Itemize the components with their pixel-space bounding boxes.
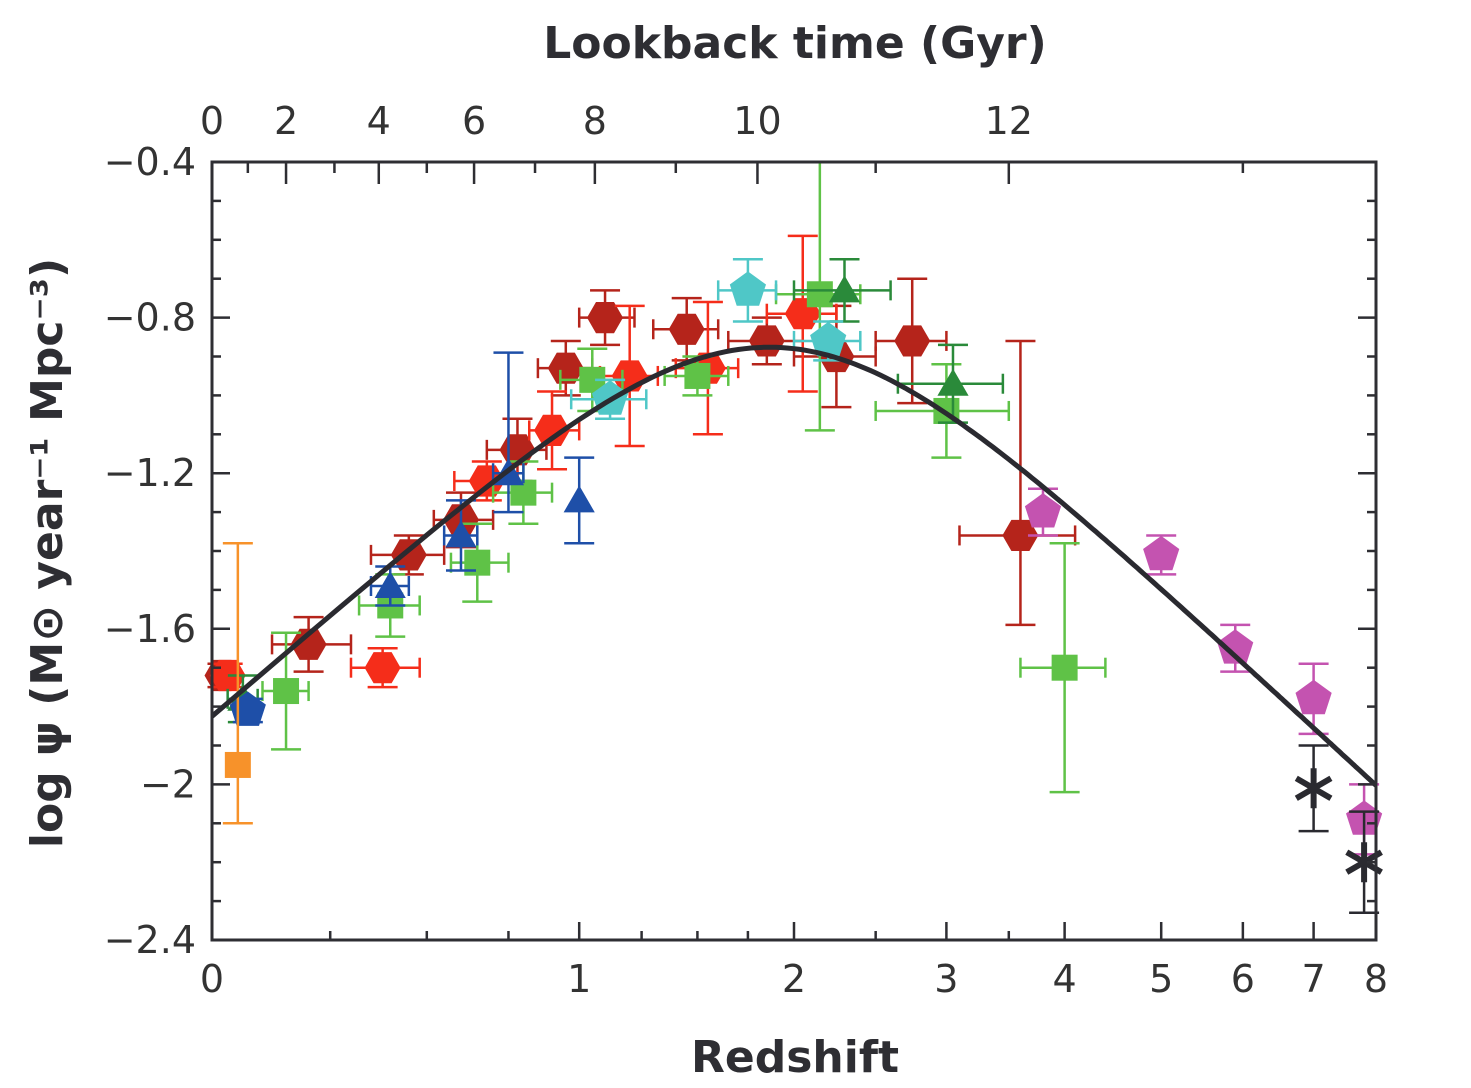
triangle-marker [937, 368, 969, 396]
y-tick-label: −1.6 [104, 607, 196, 651]
top-axis-title: Lookback time (Gyr) [543, 18, 1046, 69]
hexagon-marker [748, 325, 785, 357]
data-point [1295, 662, 1332, 736]
pentagon-marker [1217, 629, 1254, 664]
y-tick-label: −0.4 [104, 140, 196, 184]
top-tick-label: 0 [200, 99, 224, 143]
pentagon-marker [810, 321, 847, 357]
x-tick-label: 7 [1302, 957, 1326, 1001]
hexagon-marker [547, 352, 584, 384]
pentagon-marker [729, 271, 766, 306]
hexagon-marker [894, 325, 931, 357]
top-tick-label: 10 [733, 99, 781, 143]
y-tick-label: −2.4 [104, 918, 196, 962]
data-point [1024, 487, 1062, 537]
triangle-marker [563, 485, 595, 513]
square-marker [224, 751, 251, 778]
hexagon-marker [290, 628, 327, 660]
x-axis-title: Redshift [691, 1032, 899, 1083]
fit-curve-line [210, 344, 1378, 788]
data-point [1143, 534, 1180, 576]
top-tick-label: 4 [367, 99, 391, 143]
data-point [563, 456, 595, 545]
triangle-marker [374, 571, 406, 598]
data-point [577, 289, 636, 347]
data-point [527, 390, 581, 471]
axis-ticks: 0 1 2 3 4 5 6 7 8−0.4−0.8−1.2−1.6−2−2.40 2 4 6 8 10 12 [104, 99, 1388, 1001]
x-tick-label: 1 [567, 957, 591, 1001]
top-tick-label: 12 [985, 99, 1033, 143]
x-tick-label: 2 [782, 957, 806, 1001]
top-tick-label: 2 [274, 99, 298, 143]
data-point [1217, 623, 1254, 673]
y-axis-title: log ψ (M⊙ year⁻¹ Mpc⁻³) [22, 258, 73, 848]
pentagon-marker [1143, 535, 1180, 571]
data-point [1019, 541, 1107, 794]
plot-frame [210, 160, 1378, 942]
data-point [792, 320, 862, 362]
data-marks [204, 162, 1383, 915]
square-marker [464, 549, 491, 576]
data-point [369, 534, 446, 576]
top-tick-label: 8 [583, 99, 607, 143]
data-point [270, 615, 353, 673]
triangle-marker [828, 275, 861, 303]
square-marker [1051, 654, 1078, 681]
hexagon-marker [587, 302, 623, 334]
data-point [663, 355, 730, 397]
star-marker-arm [1294, 775, 1333, 801]
x-tick-label: 4 [1053, 957, 1077, 1001]
square-marker [806, 281, 833, 308]
x-tick-label: 0 [200, 957, 224, 1001]
pentagon-marker [1295, 679, 1332, 715]
hexagon-marker [668, 313, 705, 345]
x-tick-label: 3 [934, 957, 958, 1001]
hexagon-marker [364, 652, 401, 684]
triangle-marker [445, 520, 477, 548]
hexagon-marker [534, 414, 570, 446]
data-point [716, 258, 778, 323]
x-tick-label: 6 [1231, 957, 1255, 1001]
hexagon-marker [390, 539, 427, 571]
data-point [1294, 744, 1333, 833]
pentagon-marker [1024, 493, 1062, 528]
data-point [651, 296, 720, 362]
y-tick-label: −0.8 [104, 296, 196, 340]
y-tick-label: −1.2 [104, 451, 196, 495]
data-point [874, 277, 948, 405]
data-point [222, 541, 253, 825]
y-tick-label: −2 [140, 762, 196, 806]
data-point [792, 258, 892, 323]
square-marker [273, 678, 300, 705]
data-point [349, 647, 421, 689]
top-tick-label: 6 [462, 99, 486, 143]
hexagon-marker [1002, 519, 1039, 551]
x-tick-label: 5 [1149, 957, 1173, 1001]
x-tick-label: 8 [1364, 957, 1388, 1001]
data-point [958, 339, 1077, 627]
square-marker [684, 362, 711, 389]
